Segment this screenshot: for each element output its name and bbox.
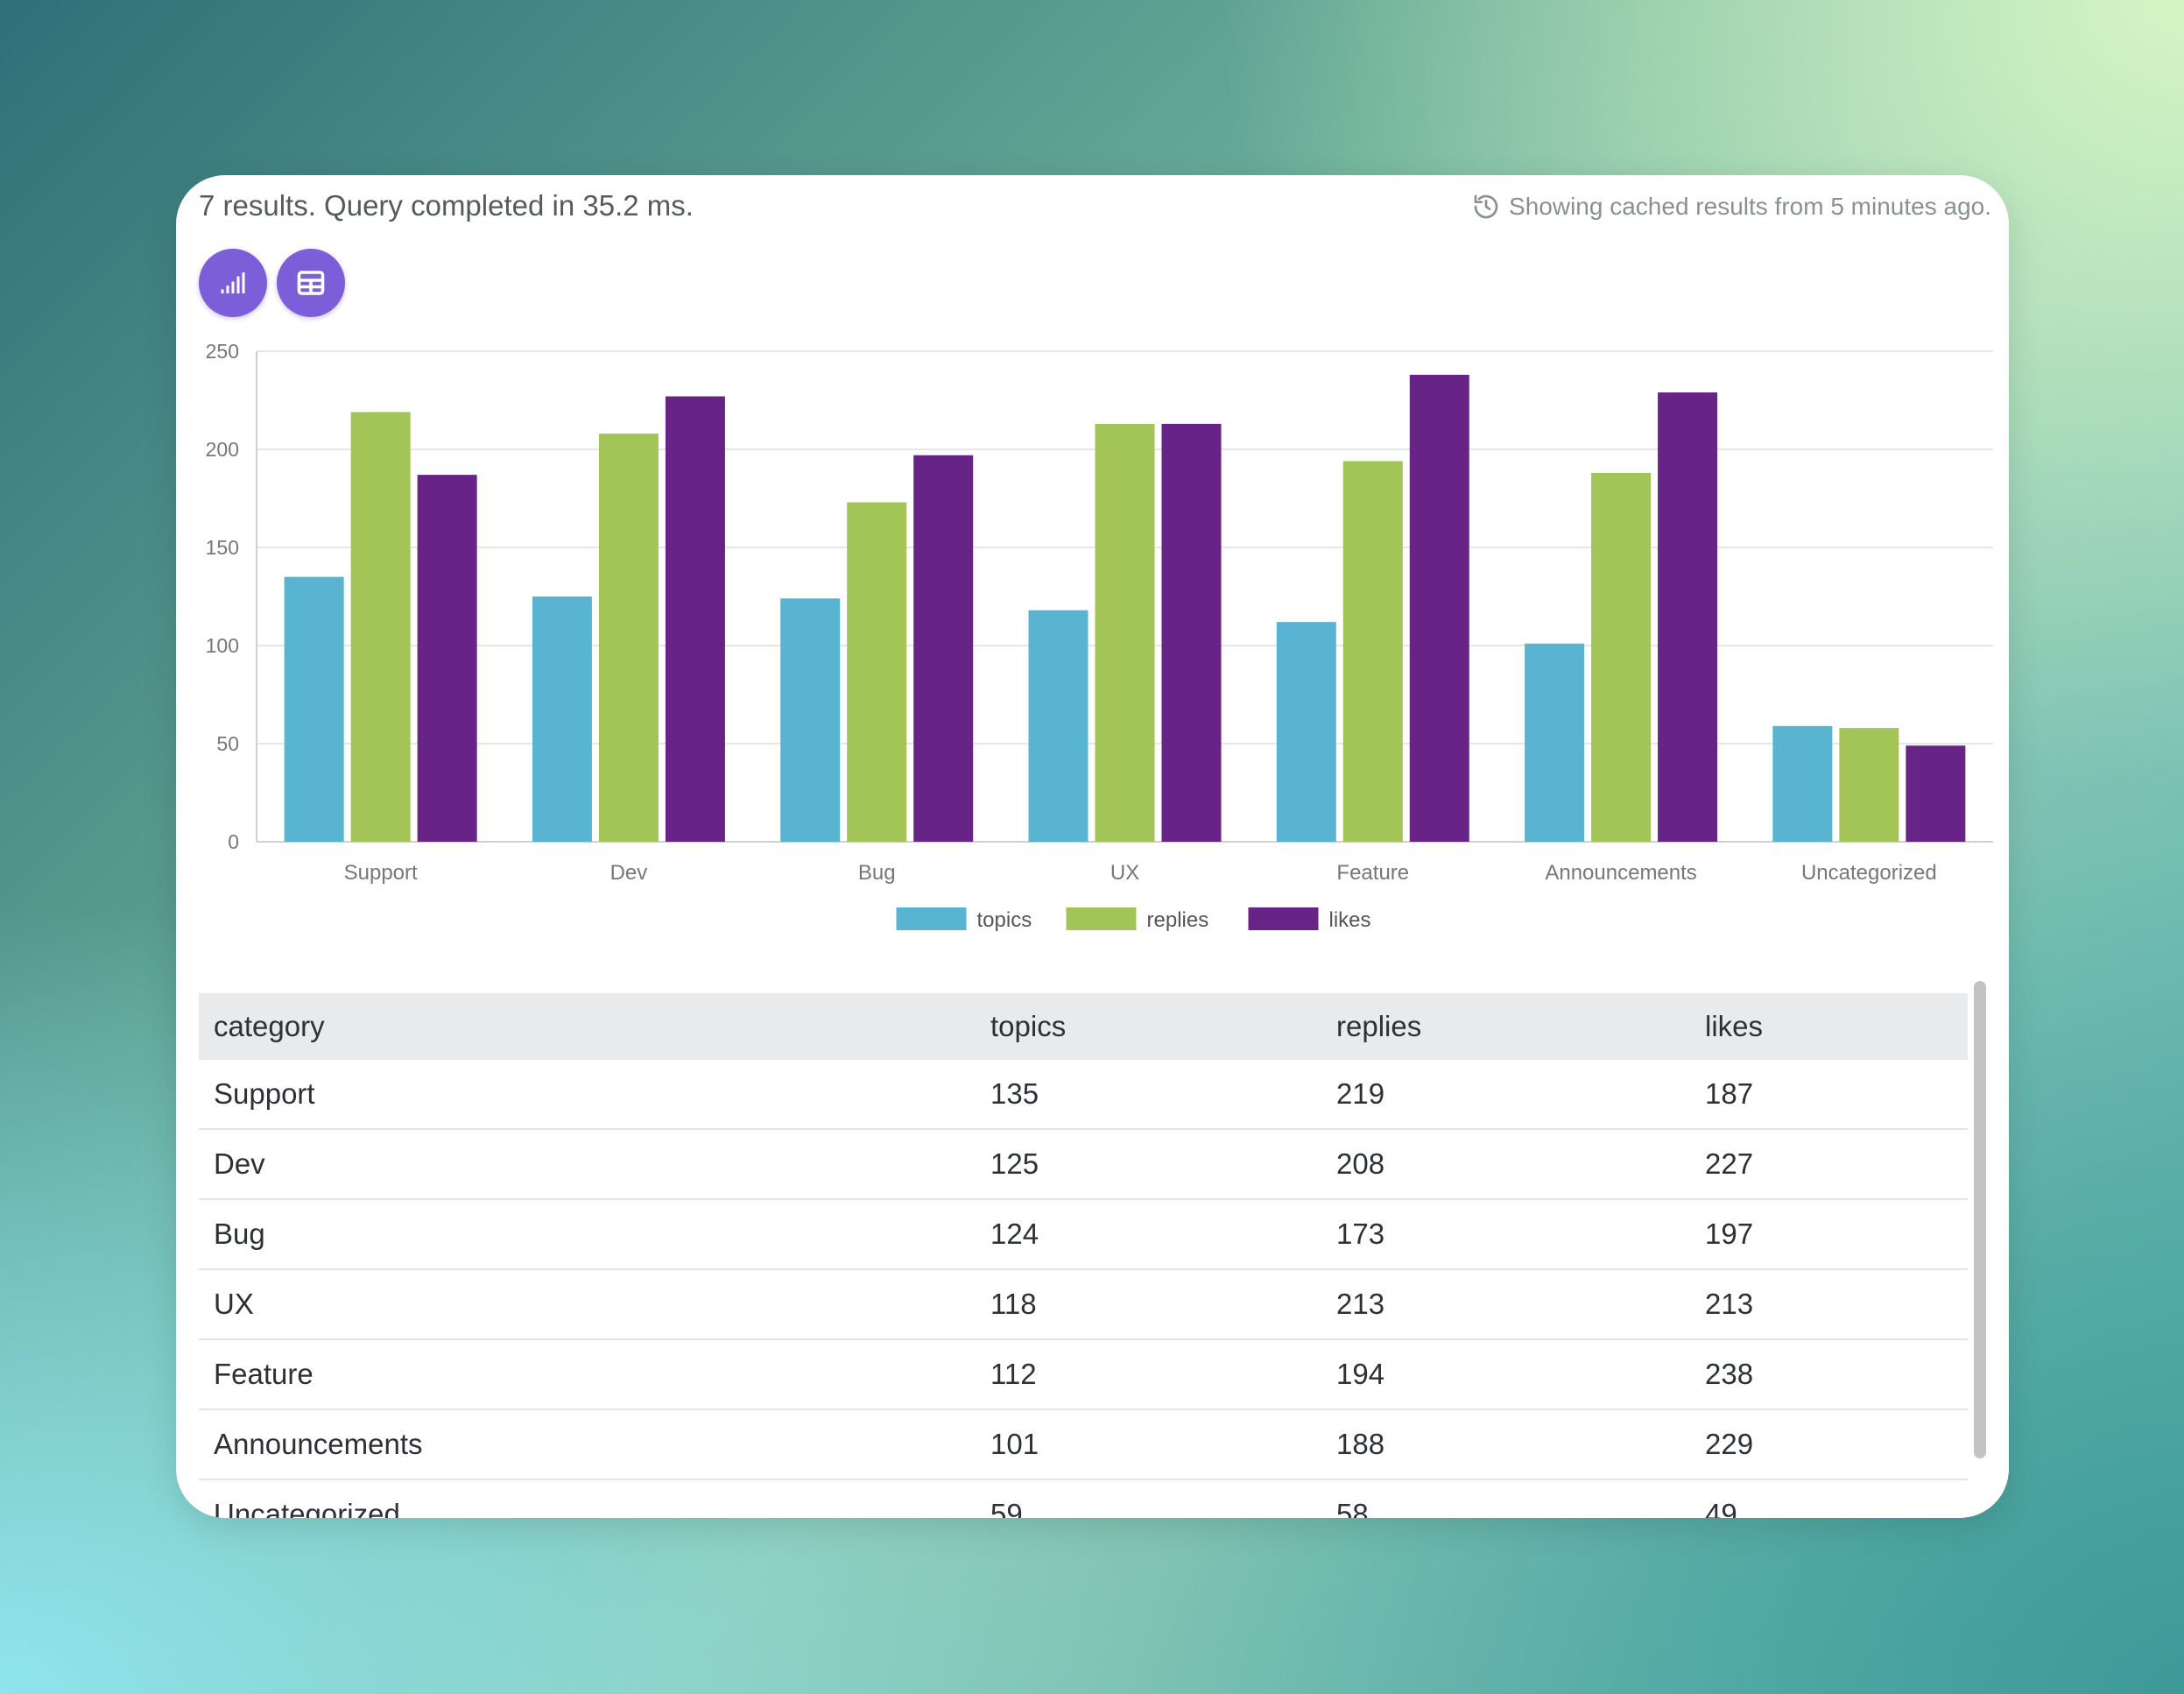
cell-replies: 173 — [1321, 1199, 1690, 1270]
cell-category: UX — [199, 1269, 976, 1340]
bar-chart: 0 50 100 150 200 250 Support Dev Bug UX Feature Ann… — [206, 340, 1993, 932]
x-tick-label: Uncategorized — [1801, 861, 1937, 885]
cell-likes: 238 — [1690, 1339, 1968, 1410]
y-tick-label: 100 — [206, 634, 239, 657]
x-tick-label: Support — [344, 861, 418, 885]
bar-replies — [1591, 472, 1652, 842]
bar-topics — [532, 596, 592, 842]
cell-replies: 219 — [1321, 1060, 1690, 1130]
table-row: Dev 125 208 227 — [199, 1129, 1968, 1200]
cell-replies: 208 — [1321, 1129, 1690, 1200]
legend-swatch-topics — [896, 907, 967, 930]
cell-category: Announcements — [199, 1409, 976, 1480]
bar-topics — [1525, 643, 1585, 842]
bar-topics — [1276, 622, 1336, 842]
cell-category: Uncategorized — [199, 1479, 976, 1518]
legend-label-replies: replies — [1147, 908, 1209, 932]
cell-topics: 135 — [976, 1060, 1321, 1130]
bar-topics — [284, 576, 344, 842]
cell-likes: 227 — [1690, 1129, 1968, 1200]
cell-topics: 59 — [976, 1479, 1321, 1518]
cell-replies: 188 — [1321, 1409, 1690, 1480]
cell-category: Dev — [199, 1129, 976, 1200]
bar-likes — [1161, 423, 1222, 842]
table-row: Bug 124 173 197 — [199, 1199, 1968, 1270]
results-card: 7 results. Query completed in 35.2 ms. S… — [176, 175, 2009, 1518]
cache-notice: Showing cached results from 5 minutes ag… — [1472, 193, 1991, 221]
bar-replies — [1095, 423, 1155, 842]
y-tick-label: 0 — [228, 830, 239, 853]
x-tick-label: Dev — [610, 861, 648, 885]
column-header-topics[interactable]: topics — [990, 1010, 1067, 1042]
bar-replies — [598, 434, 659, 842]
bar-replies — [1839, 728, 1899, 842]
y-tick-label: 50 — [216, 732, 239, 755]
x-tick-label: Bug — [858, 861, 896, 885]
table-row: Announcements 101 188 229 — [199, 1409, 1968, 1480]
cell-likes: 213 — [1690, 1269, 1968, 1340]
cell-replies: 58 — [1321, 1479, 1690, 1518]
cell-topics: 124 — [976, 1199, 1321, 1270]
table-icon — [297, 271, 325, 295]
table-scrollbar[interactable] — [1974, 981, 1986, 1458]
legend-label-likes: likes — [1329, 908, 1371, 932]
cell-likes: 197 — [1690, 1199, 1968, 1270]
table-row: Uncategorized 59 58 49 — [199, 1479, 1968, 1518]
bar-likes — [1409, 374, 1469, 842]
table-view-button[interactable] — [277, 249, 345, 317]
bar-topics — [1772, 725, 1833, 842]
cell-topics: 125 — [976, 1129, 1321, 1200]
column-header-replies[interactable]: replies — [1336, 1010, 1422, 1042]
table-row: Support 135 219 187 — [199, 1060, 1968, 1130]
table-row: UX 118 213 213 — [199, 1269, 1968, 1340]
bar-replies — [1342, 461, 1403, 842]
x-tick-label: Feature — [1336, 861, 1409, 885]
cell-replies: 213 — [1321, 1269, 1690, 1340]
bar-likes — [417, 475, 477, 842]
column-header-category[interactable]: category — [214, 1010, 325, 1042]
x-tick-label: UX — [1110, 861, 1139, 885]
legend-label-topics: topics — [977, 908, 1032, 932]
cell-category: Feature — [199, 1339, 976, 1410]
cell-topics: 101 — [976, 1409, 1321, 1480]
bar-chart-icon — [221, 272, 245, 293]
bar-likes — [1906, 745, 1966, 842]
cell-likes: 229 — [1690, 1409, 1968, 1480]
bar-likes — [913, 455, 974, 842]
y-tick-label: 200 — [206, 438, 239, 461]
table-row: Feature 112 194 238 — [199, 1339, 1968, 1410]
cell-likes: 49 — [1690, 1479, 1968, 1518]
bar-replies — [350, 412, 411, 842]
x-tick-label: Announcements — [1545, 861, 1696, 885]
y-tick-label: 150 — [206, 536, 239, 559]
chart-view-button[interactable] — [199, 249, 267, 317]
cell-replies: 194 — [1321, 1339, 1690, 1410]
cell-topics: 112 — [976, 1339, 1321, 1410]
cache-notice-text: Showing cached results from 5 minutes ag… — [1509, 193, 1991, 220]
history-icon — [1474, 194, 1498, 219]
y-tick-label: 250 — [206, 340, 239, 363]
bar-likes — [1658, 392, 1718, 842]
cell-category: Support — [199, 1060, 976, 1130]
bar-likes — [665, 396, 725, 842]
legend-swatch-likes — [1248, 907, 1319, 930]
cell-category: Bug — [199, 1199, 976, 1270]
cell-likes: 187 — [1690, 1060, 1968, 1130]
legend-swatch-replies — [1066, 907, 1137, 930]
bar-topics — [780, 598, 841, 842]
column-header-likes[interactable]: likes — [1705, 1010, 1764, 1042]
cell-topics: 118 — [976, 1269, 1321, 1340]
bar-replies — [847, 502, 907, 842]
bar-topics — [1028, 610, 1088, 842]
results-table-container: category topics replies likes Support 13… — [199, 993, 1968, 1518]
results-table: category topics replies likes Support 13… — [199, 993, 1968, 1518]
table-header-row: category topics replies likes — [199, 993, 1968, 1060]
results-summary: 7 results. Query completed in 35.2 ms. — [199, 189, 694, 222]
